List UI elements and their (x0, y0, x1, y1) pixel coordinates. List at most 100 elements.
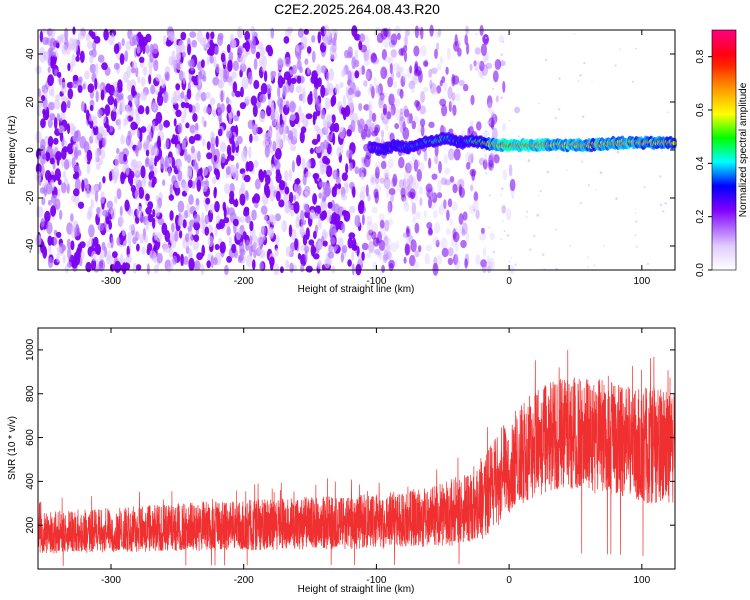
noise-cell (101, 250, 106, 259)
noise-cell (438, 160, 442, 174)
noise-cell (54, 94, 61, 102)
noise-cell (327, 83, 334, 93)
noise-cell (147, 243, 153, 252)
noise-cell (125, 163, 130, 176)
noise-cell (387, 200, 393, 213)
noise-cell (354, 166, 360, 175)
noise-cell (100, 191, 105, 204)
noise-cell (160, 78, 166, 89)
noise-cell (155, 111, 163, 124)
noise-cell (214, 45, 219, 56)
noise-cell (449, 218, 453, 226)
noise-cell (414, 250, 420, 258)
noise-cell (410, 239, 417, 253)
noise-cell (492, 70, 499, 83)
noise-cell (390, 71, 395, 82)
noise-cell (290, 77, 297, 84)
noise-cell (316, 261, 322, 270)
noise-cell (423, 60, 429, 67)
noise-cell (289, 113, 296, 121)
noise-cell (490, 118, 495, 130)
colorbar-tick-label: 0.6 (695, 103, 706, 117)
noise-cell (112, 166, 120, 180)
noise-cell (402, 178, 407, 188)
noise-cell (181, 139, 186, 151)
noise-cell (449, 176, 455, 183)
noise-cell (151, 181, 155, 188)
noise-cell (129, 106, 135, 118)
noise-cell (175, 61, 183, 70)
noise-cell (316, 241, 323, 250)
noise-cell (133, 164, 140, 176)
noise-cell (172, 255, 178, 265)
noise-cell (240, 86, 244, 98)
noise-cell (86, 149, 93, 162)
snr-y-axis-label: SNR (10 * v/v) (7, 416, 18, 480)
colorbar-label: Normalized spectral amplitude (738, 82, 749, 217)
noise-cell (200, 263, 205, 276)
noise-cell (440, 237, 448, 250)
noise-cell (486, 95, 493, 108)
noise-cell (168, 56, 174, 66)
noise-cell (201, 167, 209, 176)
noise-cell (587, 256, 589, 259)
noise-cell (106, 200, 114, 209)
snr-x-tick-label: -300 (101, 575, 121, 586)
noise-cell (175, 109, 182, 118)
noise-cell (404, 242, 410, 256)
noise-cell (65, 97, 72, 108)
noise-cell (383, 249, 389, 261)
snr-x-axis-label: Height of straight line (km) (298, 584, 415, 595)
noise-cell (579, 74, 582, 77)
noise-cell (153, 264, 159, 274)
noise-cell (94, 190, 99, 203)
noise-cell (349, 162, 353, 172)
noise-cell (189, 31, 197, 38)
noise-cell (440, 177, 448, 186)
noise-cell (321, 196, 326, 203)
noise-cell (128, 170, 135, 179)
noise-cell (406, 114, 412, 125)
noise-cell (278, 199, 285, 208)
noise-cell (402, 232, 410, 239)
noise-cell (56, 246, 62, 253)
noise-cell (284, 201, 290, 214)
noise-cell (411, 202, 417, 215)
noise-cell (446, 209, 450, 221)
noise-cell (398, 67, 403, 80)
noise-cell (574, 33, 576, 35)
noise-cell (415, 211, 421, 220)
noise-cell (268, 226, 275, 239)
noise-cell (143, 139, 150, 151)
noise-cell (244, 40, 250, 52)
noise-cell (58, 125, 65, 134)
noise-cell (383, 235, 389, 246)
noise-cell (331, 265, 336, 274)
noise-cell (199, 167, 203, 176)
colorbar-tick-label: 0.0 (695, 263, 706, 277)
noise-cell (94, 63, 99, 76)
noise-cell (502, 80, 506, 93)
noise-cell (136, 206, 143, 219)
noise-cell (464, 34, 469, 46)
noise-cell (427, 228, 433, 236)
noise-cell (476, 121, 482, 131)
noise-cell (176, 51, 180, 64)
noise-cell (400, 75, 406, 88)
noise-cell (56, 71, 62, 78)
noise-cell (296, 45, 300, 53)
noise-cell (277, 75, 284, 89)
noise-cell (281, 220, 288, 233)
noise-cell (312, 193, 318, 205)
noise-cell (53, 137, 59, 145)
noise-cell (448, 101, 452, 113)
heatmap-x-tick-label: -300 (101, 276, 121, 287)
noise-cell (396, 32, 401, 41)
noise-cell (228, 51, 234, 62)
noise-cell (447, 257, 454, 266)
noise-cell (248, 146, 252, 159)
noise-cell (616, 150, 620, 154)
noise-cell (412, 216, 417, 224)
colorbar-frame (711, 29, 737, 271)
noise-cell (508, 164, 513, 177)
